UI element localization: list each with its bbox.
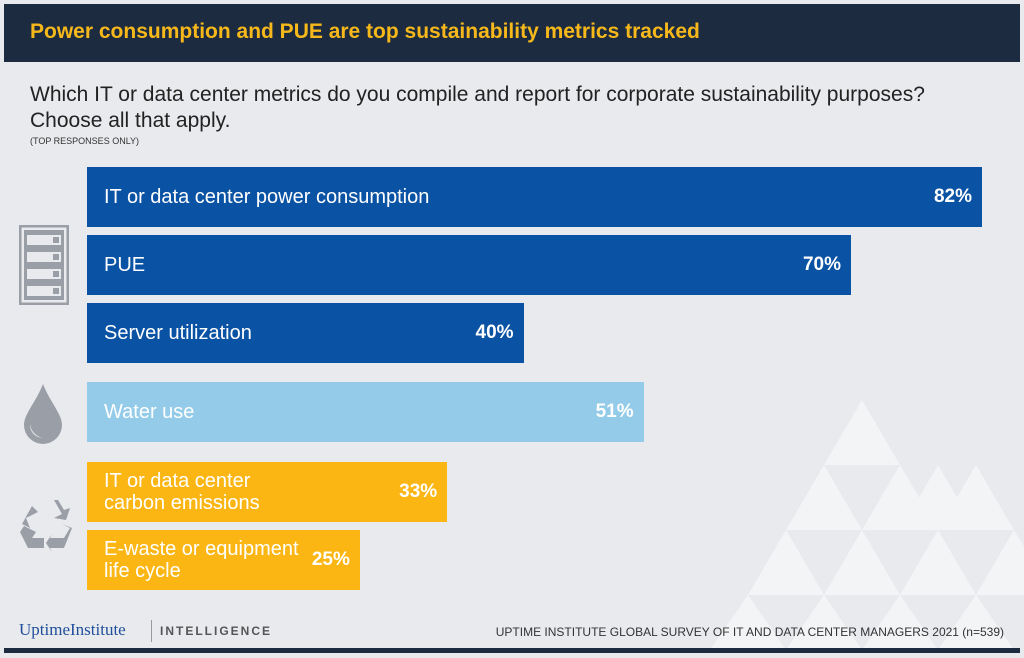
- bar-label: IT or data center power consumption: [104, 186, 430, 208]
- bar-label: PUE: [104, 254, 146, 276]
- source-text: UPTIME INSTITUTE GLOBAL SURVEY OF IT AND…: [495, 625, 1004, 639]
- bar-label: Water use: [104, 401, 195, 423]
- bar: Water use 51%: [87, 382, 644, 442]
- data-label: 51%: [595, 401, 634, 422]
- background-triangles: [710, 400, 1024, 650]
- recycle-icon: [20, 500, 72, 552]
- chart-title: Power consumption and PUE are top sustai…: [30, 20, 700, 43]
- question-text: Which IT or data center metrics do you c…: [30, 83, 925, 132]
- intelligence-label: INTELLIGENCE: [160, 624, 273, 638]
- bar-label: IT or data center carbon emissions: [104, 470, 260, 514]
- bar-label: Server utilization: [104, 322, 252, 344]
- water-drop-icon: [24, 384, 62, 444]
- bar: IT or data center power consumption 82%: [87, 167, 982, 227]
- data-label: 70%: [802, 254, 842, 275]
- data-label: 40%: [475, 322, 514, 343]
- responses-note: (TOP RESPONSES ONLY): [30, 136, 140, 146]
- footer-divider: [151, 620, 152, 642]
- bar: E-waste or equipment life cycle 25%: [87, 530, 360, 590]
- bottom-rule: [4, 648, 1020, 653]
- uptime-institute-logo: UptimeInstitute: [19, 620, 126, 639]
- header-bar: Power consumption and PUE are top sustai…: [4, 4, 1020, 62]
- data-label: 33%: [399, 481, 438, 502]
- bar: PUE 70%: [87, 235, 852, 295]
- data-label: 25%: [311, 549, 350, 570]
- bar: Server utilization 40%: [87, 303, 524, 363]
- server-rack-icon: [19, 225, 69, 305]
- data-label: 82%: [933, 186, 972, 207]
- bar-label: E-waste or equipment life cycle: [104, 538, 299, 582]
- bar: IT or data center carbon emissions 33%: [87, 462, 448, 522]
